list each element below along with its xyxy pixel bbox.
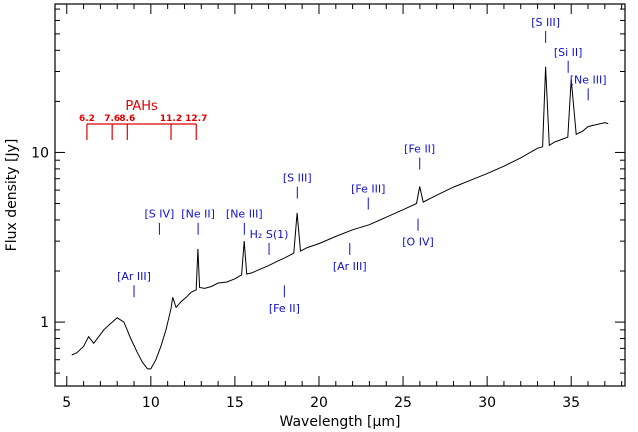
pah-bracket: 6.2 7.6 8.6 11.2 12.7 PAHs [79, 99, 207, 140]
x-tick-label: 35 [562, 395, 580, 411]
x-tick-label: 5 [62, 395, 71, 411]
pah-band-label: 6.2 [79, 114, 95, 124]
x-tick-label: 20 [310, 395, 328, 411]
y-axis-title: Flux density [Jy] [4, 139, 20, 252]
line-label: [O IV] [402, 236, 434, 249]
pah-band-label: 7.6 [104, 114, 120, 124]
pah-band-label: 12.7 [185, 114, 207, 124]
line-label: [S III] [283, 172, 312, 185]
line-label: [Ar III] [117, 270, 151, 283]
line-label: [S III] [531, 16, 560, 29]
pah-band-label: 11.2 [160, 114, 182, 124]
line-label: [Fe II] [404, 143, 435, 156]
line-label: [Fe II] [269, 302, 300, 315]
tick-marks [55, 4, 625, 386]
plot-frame [54, 3, 626, 387]
x-tick-labels: 5 10 15 20 25 30 35 [62, 395, 580, 411]
spectrum-line [71, 66, 609, 370]
x-tick-label: 10 [142, 395, 160, 411]
pah-band-label: 8.6 [119, 114, 135, 124]
pah-title: PAHs [125, 99, 158, 114]
line-label: [Ne II] [181, 208, 215, 221]
emission-line-markers: [Ar III] [S IV] [Ne II] [Ne III] H₂ S(1) [Fe … [117, 16, 606, 315]
y-tick-label: 10 [31, 145, 49, 161]
line-label: [S IV] [144, 208, 174, 221]
line-label: [Ne III] [226, 208, 263, 221]
line-label: H₂ S(1) [250, 228, 289, 241]
x-axis-title: Wavelength [µm] [280, 414, 401, 430]
x-tick-label: 15 [226, 395, 244, 411]
line-label: [Si II] [554, 46, 583, 59]
line-label: [Ne III] [570, 73, 607, 86]
x-tick-label: 30 [478, 395, 496, 411]
line-label: [Ar III] [333, 260, 367, 273]
x-tick-label: 25 [394, 395, 412, 411]
y-tick-labels: 1 10 [31, 145, 49, 331]
line-label: [Fe III] [351, 183, 385, 196]
y-tick-label: 1 [40, 315, 49, 331]
